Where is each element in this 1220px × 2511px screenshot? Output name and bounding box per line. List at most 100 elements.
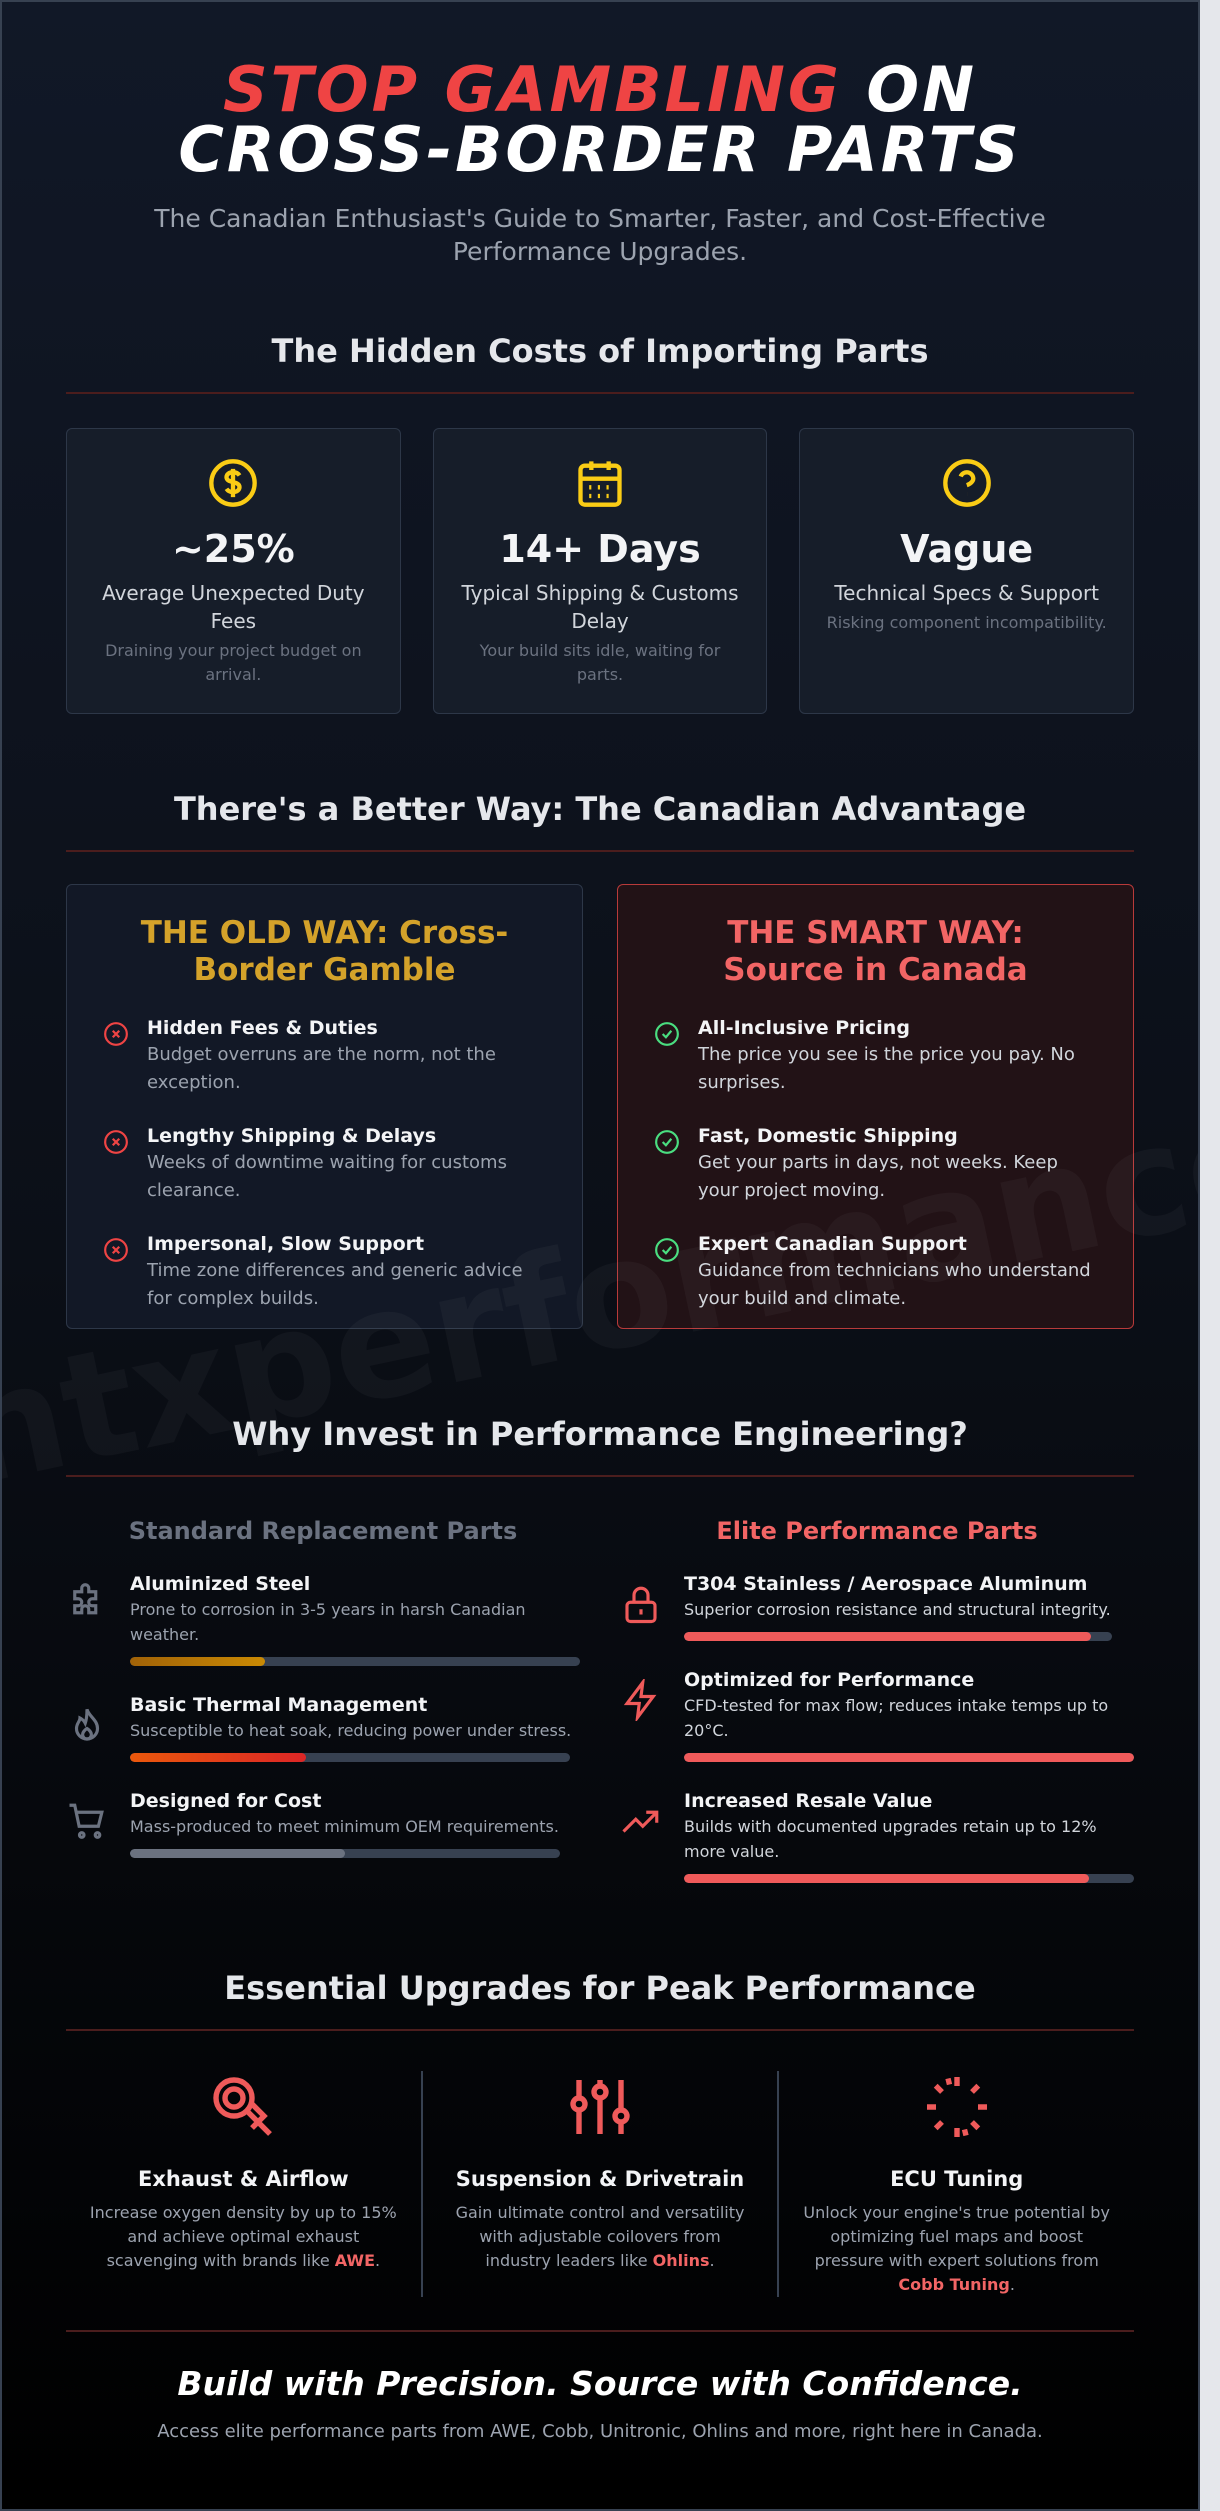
cost-cards: ~25% Average Unexpected Duty Fees Draini…	[66, 428, 1135, 714]
footer-text: Access elite performance parts from AWE,…	[157, 2421, 1043, 2442]
footer: Build with Precision. Source with Confid…	[66, 2330, 1134, 2442]
section-heading: Why Invest in Performance Engineering?	[66, 1415, 1134, 1477]
stat: 14+ Days	[499, 527, 701, 571]
upgrade-icon	[926, 2077, 987, 2137]
cost-card: ~25% Average Unexpected Duty Fees Draini…	[66, 428, 401, 714]
row-text: Superior corrosion resistance and struct…	[684, 1600, 1111, 1619]
upgrade: Exhaust & Airflow Increase oxygen density…	[66, 2071, 421, 2297]
check-icon	[655, 1022, 679, 1046]
row-title: Optimized for Performance	[684, 1669, 975, 1691]
upgrade-desc: Unlock your engine's true potential by o…	[803, 2203, 1110, 2270]
title: STOP GAMBLING ON CROSS-BORDER PARTS	[66, 59, 1134, 181]
tagline: Build with Precision. Source with Confid…	[177, 2364, 1023, 2403]
section-heading: There's a Better Way: The Canadian Advan…	[66, 790, 1134, 852]
row-title: Increased Resale Value	[684, 1790, 933, 1812]
level-fill	[684, 1874, 1089, 1883]
upgrade-text: Increase oxygen density by up to 15% and…	[88, 2201, 399, 2273]
row-icon	[69, 1803, 104, 1839]
upgrade-text: Gain ultimate control and versatility wi…	[445, 2201, 756, 2273]
row: Increased Resale Value Builds with docume…	[620, 1790, 1134, 1883]
stat: ~25%	[171, 527, 295, 571]
row-title: T304 Stainless / Aerospace Aluminum	[684, 1573, 1088, 1595]
item-text: Time zone differences and generic advice…	[147, 1260, 523, 1309]
engineering: Standard Replacement Parts Aluminized St…	[66, 1517, 1134, 1883]
item-title: All-Inclusive Pricing	[698, 1017, 910, 1039]
cross-icon	[104, 1130, 128, 1154]
comparison: THE OLD WAY: Cross-Border Gamble Hidden …	[66, 884, 1134, 1329]
upgrade: ECU Tuning Unlock your engine's true pote…	[777, 2071, 1134, 2297]
column-title: Standard Replacement Parts	[128, 1517, 518, 1545]
item: Hidden Fees & Duties Budget overruns are …	[103, 1017, 546, 1097]
item-title: Lengthy Shipping & Delays	[147, 1125, 437, 1147]
row-text: Susceptible to heat soak, reducing power…	[130, 1721, 572, 1740]
row-icon	[74, 1708, 100, 1741]
item-list: All-Inclusive Pricing The price you see i…	[654, 1017, 1097, 1313]
item-title: Fast, Domestic Shipping	[698, 1125, 958, 1147]
level-fill	[130, 1849, 345, 1858]
row-icon	[623, 1679, 657, 1721]
item-text: Get your parts in days, not weeks. Keep …	[698, 1152, 1058, 1201]
level-track	[684, 1874, 1134, 1883]
row-text: Prone to corrosion in 3-5 years in harsh…	[130, 1600, 526, 1644]
row-title: Designed for Cost	[130, 1790, 322, 1812]
level-fill	[684, 1632, 1091, 1641]
section-heading: The Hidden Costs of Importing Parts	[66, 332, 1134, 394]
row-icon	[622, 1810, 659, 1833]
question-icon	[942, 459, 991, 507]
upgrade-icon	[570, 2080, 630, 2134]
item: Expert Canadian Support Guidance from tec…	[654, 1233, 1097, 1313]
stat: Vague	[900, 527, 1034, 571]
item-text: Budget overruns are the norm, not the ex…	[147, 1044, 496, 1093]
upgrade-desc: Increase oxygen density by up to 15% and…	[89, 2203, 397, 2270]
cost-card: Vague Technical Specs & Support Risking …	[799, 428, 1135, 714]
item-title: Expert Canadian Support	[698, 1233, 967, 1255]
item-title: Hidden Fees & Duties	[147, 1017, 378, 1039]
item: Fast, Domestic Shipping Get your parts in…	[654, 1125, 1097, 1205]
level-track	[130, 1657, 580, 1666]
brand: Ohlins	[652, 2251, 710, 2270]
level-track	[684, 1632, 1112, 1641]
level-fill	[684, 1753, 1134, 1762]
item-list: Hidden Fees & Duties Budget overruns are …	[103, 1017, 546, 1313]
stat-label: Average Unexpected Duty Fees	[102, 581, 365, 633]
box-title: THE OLD WAY: Cross-Border Gamble	[140, 915, 509, 988]
item: Lengthy Shipping & Delays Weeks of downti…	[103, 1125, 546, 1205]
row-icon	[625, 1586, 657, 1624]
check-icon	[655, 1238, 679, 1262]
row-icon	[73, 1583, 98, 1615]
row: Aluminized Steel Prone to corrosion in 3-…	[66, 1573, 580, 1666]
row-title: Basic Thermal Management	[130, 1694, 428, 1716]
level-fill	[130, 1657, 265, 1666]
item: All-Inclusive Pricing The price you see i…	[654, 1017, 1097, 1097]
row: Basic Thermal Management Susceptible to h…	[66, 1694, 580, 1762]
row-title: Aluminized Steel	[130, 1573, 311, 1595]
old-way-box: THE OLD WAY: Cross-Border Gamble Hidden …	[66, 884, 583, 1329]
cross-icon	[104, 1022, 128, 1046]
item-text: Guidance from technicians who understand…	[698, 1260, 1091, 1309]
level-track	[684, 1753, 1134, 1762]
row: Designed for Cost Mass-produced to meet m…	[66, 1790, 580, 1858]
row-text: CFD-tested for max flow; reduces intake …	[684, 1696, 1109, 1740]
upgrade-desc: Gain ultimate control and versatility wi…	[455, 2203, 745, 2270]
title-rest: ON CROSS-BORDER PARTS	[178, 53, 1022, 186]
row-text: Builds with documented upgrades retain u…	[684, 1817, 1097, 1861]
upgrade-title: ECU Tuning	[890, 2167, 1024, 2191]
row-list: Aluminized Steel Prone to corrosion in 3-…	[66, 1573, 580, 1858]
calendar-icon	[578, 461, 622, 507]
dollar-icon	[209, 459, 258, 507]
item: Impersonal, Slow Support Time zone differ…	[103, 1233, 546, 1313]
stat-label: Typical Shipping & Customs Delay	[461, 581, 739, 633]
level-track	[130, 1753, 570, 1762]
stat-note: Risking component incompatibility.	[826, 613, 1107, 632]
brand: Cobb Tuning	[898, 2275, 1010, 2294]
level-track	[130, 1849, 560, 1858]
upgrade-end: .	[709, 2251, 715, 2270]
upgrade-title: Exhaust & Airflow	[138, 2167, 349, 2191]
item-text: Weeks of downtime waiting for customs cl…	[147, 1152, 507, 1201]
item-title: Impersonal, Slow Support	[147, 1233, 425, 1255]
cross-icon	[104, 1238, 128, 1262]
upgrade: Suspension & Drivetrain Gain ultimate con…	[420, 2071, 778, 2297]
subtitle: The Canadian Enthusiast's Guide to Smart…	[154, 204, 1046, 266]
